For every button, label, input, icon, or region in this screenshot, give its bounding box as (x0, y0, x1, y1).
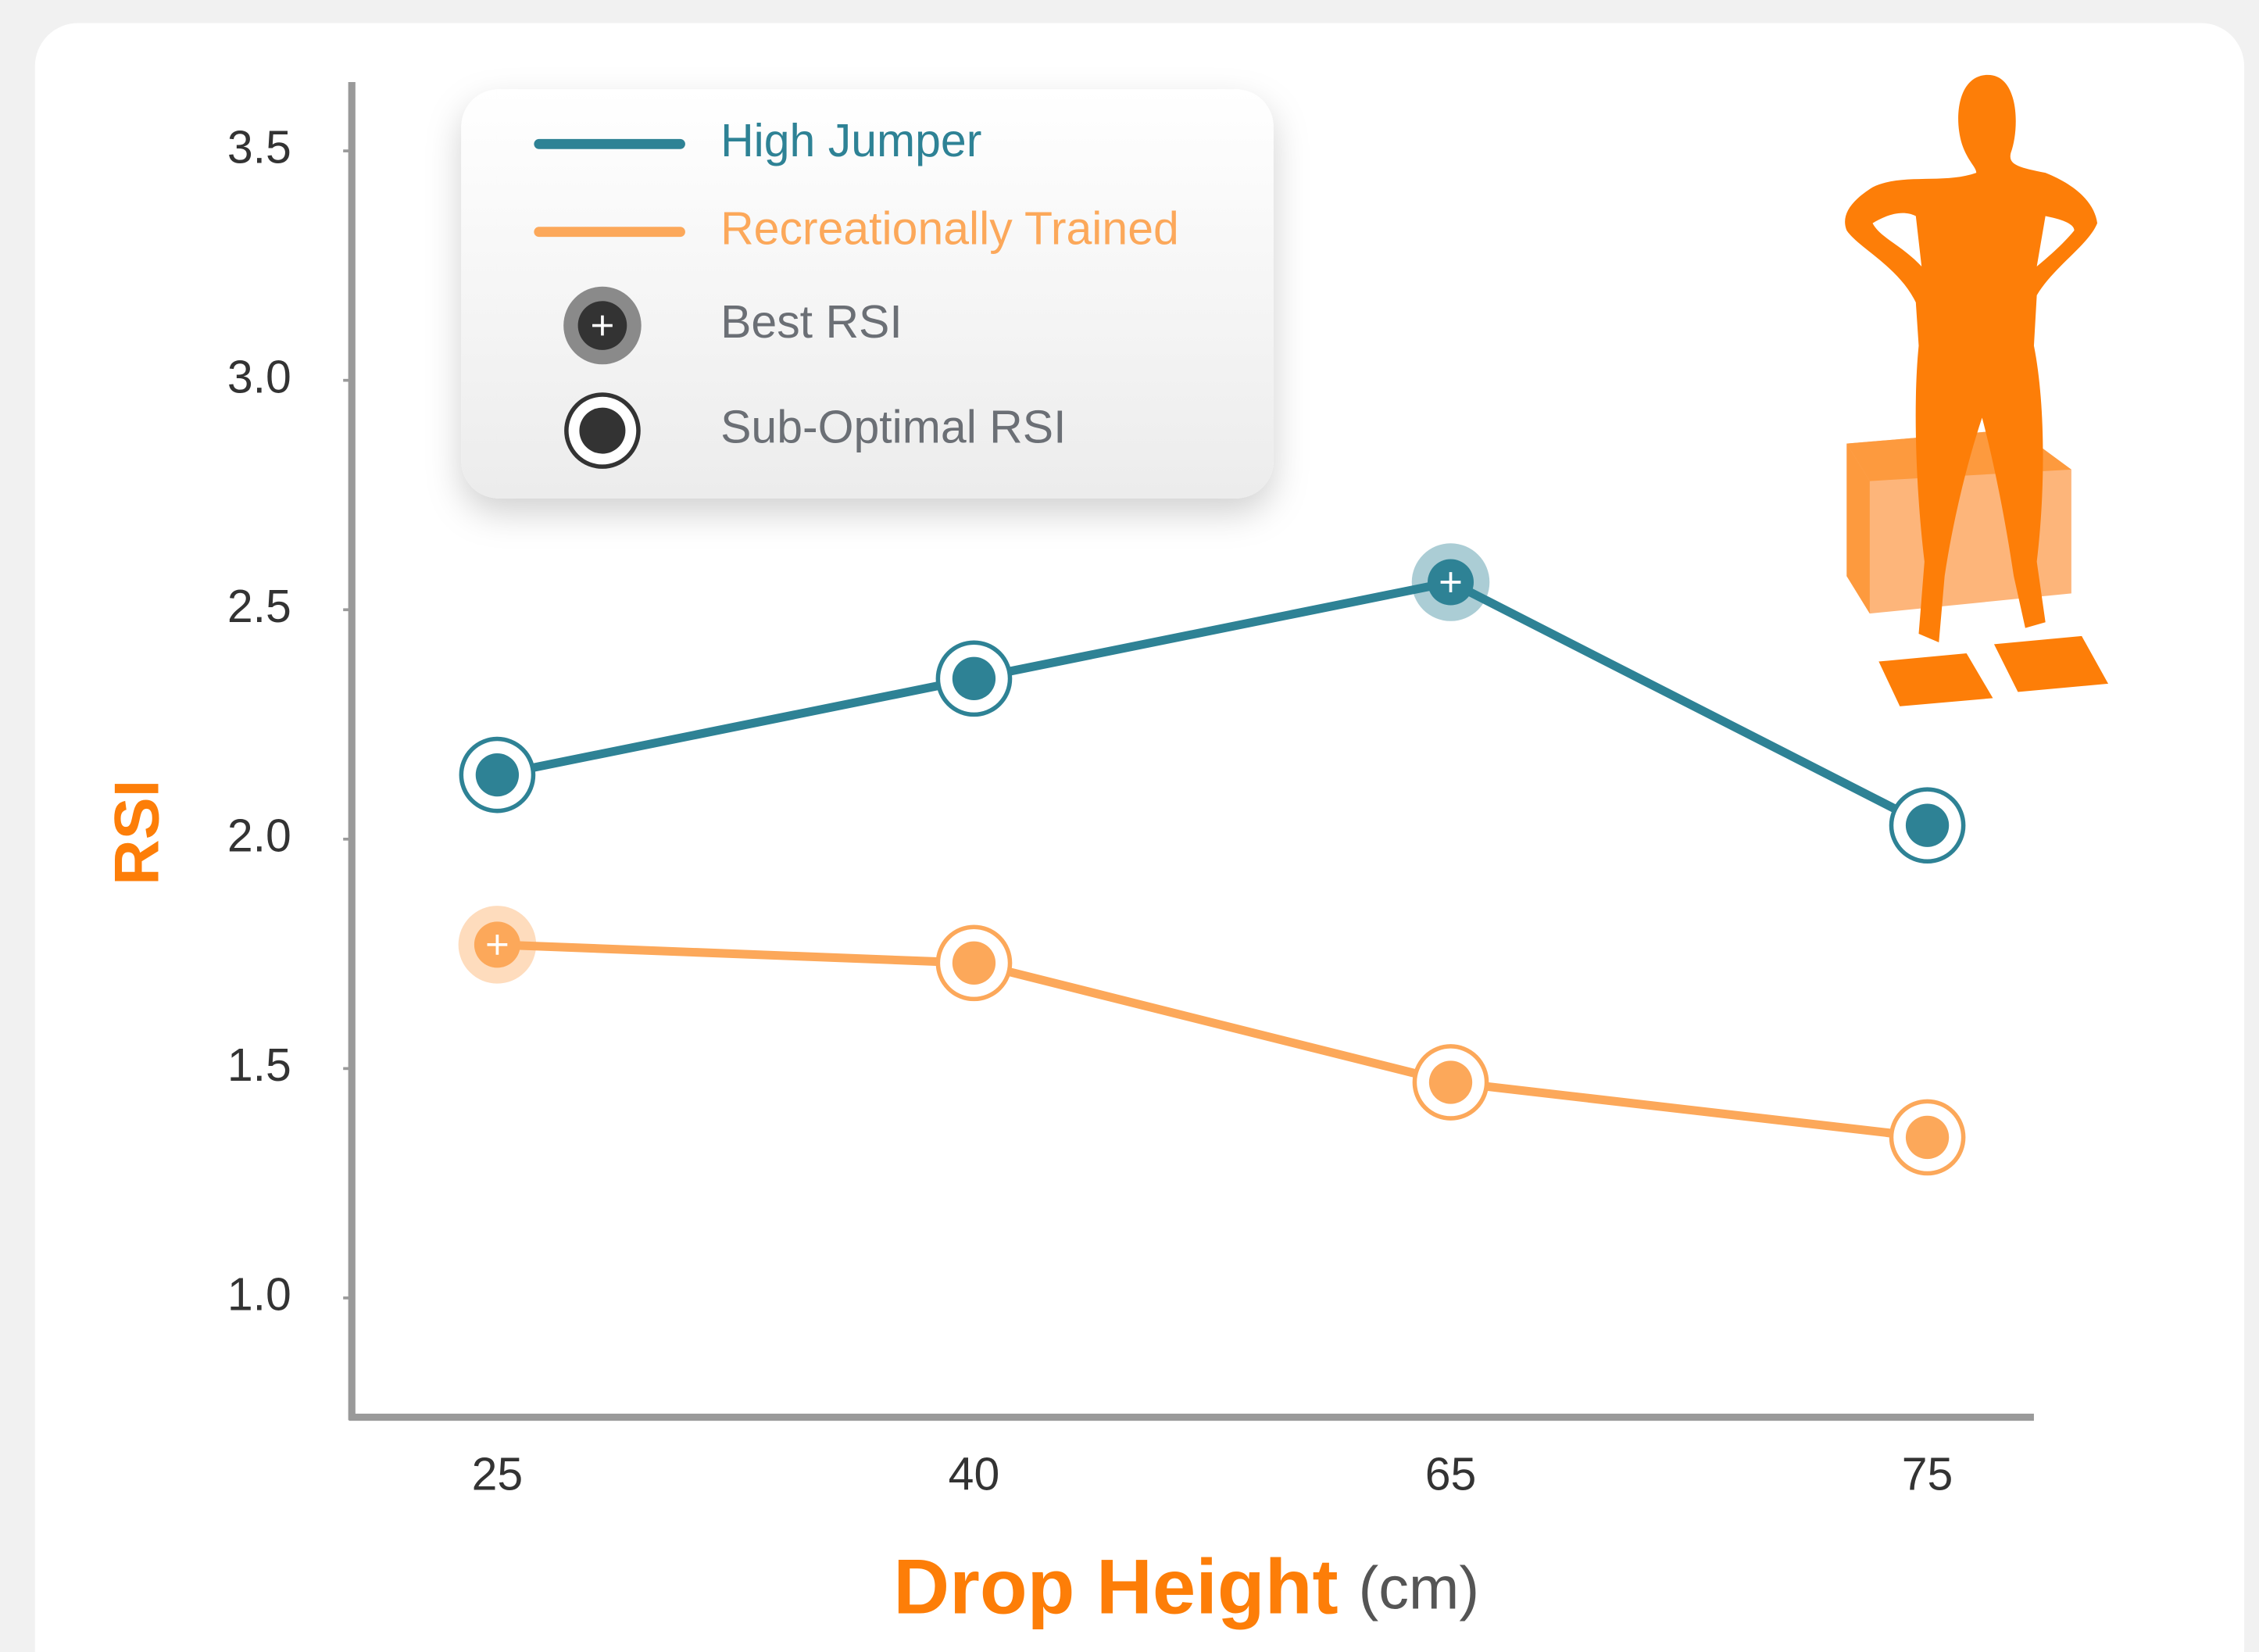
page: RSI Drop Height (cm) High Jumper Recreatio… (0, 0, 2259, 1652)
y-tick-label: 2.5 (227, 581, 291, 632)
marker-dot (1906, 1116, 1949, 1159)
y-tick-label: 1.0 (227, 1270, 291, 1321)
x-axis-label: Drop Height (893, 1544, 1338, 1631)
x-tick-label: 75 (1902, 1450, 1953, 1500)
x-tick-label: 40 (949, 1450, 1000, 1500)
y-tick-label: 3.0 (227, 352, 291, 402)
data-point (1414, 1046, 1486, 1118)
legend-label: Best RSI (720, 297, 903, 348)
data-point (1891, 1101, 1963, 1173)
y-tick-label: 2.0 (227, 810, 291, 861)
y-tick-label: 1.5 (227, 1040, 291, 1091)
x-tick-label: 65 (1425, 1450, 1477, 1500)
data-point (1891, 789, 1963, 861)
legend-label: Sub-Optimal RSI (720, 402, 1066, 453)
marker-dot (1429, 1060, 1472, 1103)
data-point (938, 927, 1010, 999)
legend-dot (579, 408, 625, 454)
marker-dot (476, 753, 519, 796)
x-axis-title: Drop Height (cm) (893, 1544, 1479, 1631)
y-axis-title: RSI (102, 780, 173, 885)
legend-label: High Jumper (720, 116, 981, 166)
data-point (938, 642, 1010, 714)
marker-dot (953, 942, 995, 985)
chart: RSI Drop Height (cm) High Jumper Recreatio… (0, 0, 2259, 1652)
legend-label: Recreationally Trained (720, 203, 1179, 254)
data-point (459, 906, 537, 984)
marker-dot (1906, 804, 1949, 847)
legend: High Jumper Recreationally Trained Best RS… (461, 89, 1273, 498)
data-point (1412, 543, 1490, 621)
data-point (461, 739, 533, 811)
y-tick-label: 3.5 (227, 123, 291, 173)
x-axis-unit: (cm) (1358, 1555, 1479, 1622)
marker-dot (953, 657, 995, 700)
x-tick-label: 25 (472, 1450, 524, 1500)
